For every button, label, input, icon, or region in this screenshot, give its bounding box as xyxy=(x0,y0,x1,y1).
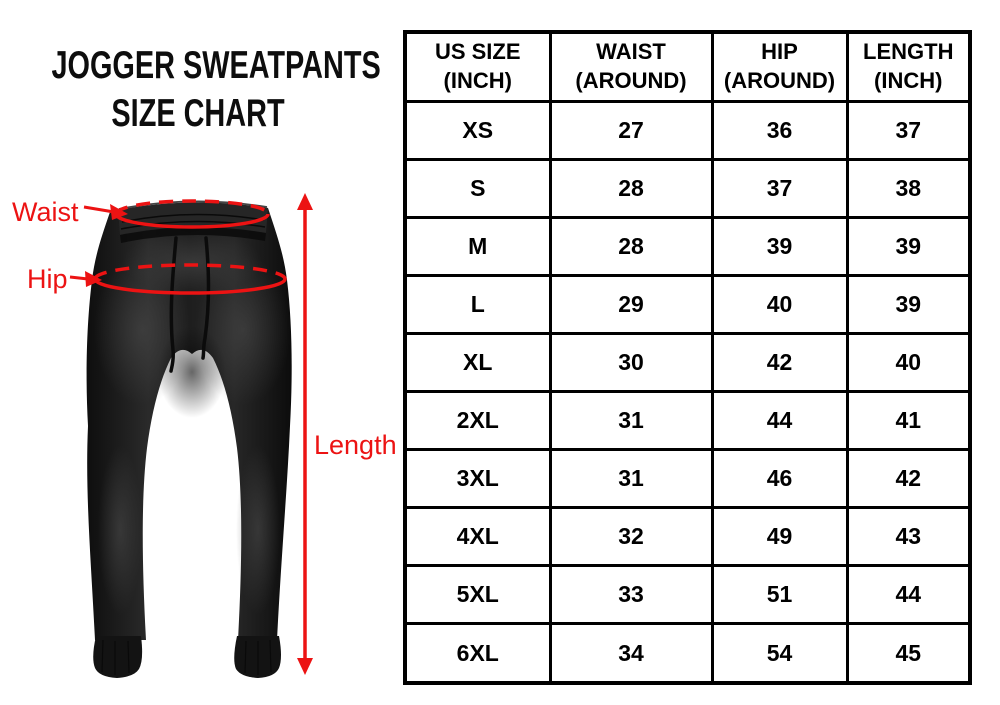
waist-cell: 32 xyxy=(548,506,714,568)
table-row: 5XL 33 51 44 xyxy=(403,564,972,626)
waist-measure-ellipse xyxy=(114,199,270,229)
hip-cell: 44 xyxy=(710,390,849,452)
length-label: Length xyxy=(314,430,397,460)
header-us-size-line1: US SIZE xyxy=(434,39,521,65)
left-cuff xyxy=(93,636,143,678)
table-row: M 28 39 39 xyxy=(403,216,972,278)
length-cell: 42 xyxy=(845,448,972,510)
header-length: LENGTH (INCH) xyxy=(845,30,972,103)
page-title-line1: JOGGER SWEATPANTS xyxy=(51,44,381,87)
header-length-line2: (INCH) xyxy=(874,68,943,93)
table-row: XS 27 36 37 xyxy=(403,99,972,162)
size-cell: 4XL xyxy=(403,506,552,568)
size-cell: M xyxy=(403,216,552,278)
waist-cell: 34 xyxy=(548,622,714,685)
header-us-size-line2: (INCH) xyxy=(443,68,512,93)
hip-cell: 42 xyxy=(710,332,849,394)
hip-cell: 39 xyxy=(710,216,849,278)
shin-highlight-left xyxy=(98,445,142,615)
left-cuff-rib xyxy=(101,639,130,675)
size-table-body: XS 27 36 37 S 28 37 38 M 28 39 39 L 29 40 39 XL 30 42 40 2XL… xyxy=(403,99,972,685)
header-waist-line1: WAIST xyxy=(596,39,666,65)
table-row: XL 30 42 40 xyxy=(403,332,972,394)
hip-cell: 46 xyxy=(710,448,849,510)
size-cell: 3XL xyxy=(403,448,552,510)
waist-cell: 31 xyxy=(548,390,714,452)
size-cell: XL xyxy=(403,332,552,394)
size-cell: 5XL xyxy=(403,564,552,626)
waist-cell: 31 xyxy=(548,448,714,510)
hip-cell: 54 xyxy=(710,622,849,685)
length-cell: 39 xyxy=(845,274,972,336)
drawstring-right xyxy=(201,236,211,360)
length-cell: 39 xyxy=(845,216,972,278)
size-table: US SIZE (INCH) WAIST (AROUND) HIP (AROUN… xyxy=(403,30,972,685)
length-cell: 44 xyxy=(845,564,972,626)
hip-arrow-icon xyxy=(69,271,102,287)
table-row: S 28 37 38 xyxy=(403,158,972,220)
length-cell: 40 xyxy=(845,332,972,394)
hip-cell: 37 xyxy=(710,158,849,220)
right-cuff-rib xyxy=(244,639,272,675)
header-hip-line1: HIP xyxy=(761,39,798,65)
table-row: 2XL 31 44 41 xyxy=(403,390,972,452)
waist-arrow-icon xyxy=(83,204,128,220)
size-cell: 6XL xyxy=(403,622,552,685)
waist-cell: 28 xyxy=(548,216,714,278)
joggers-illustration: Waist Hip Length xyxy=(12,193,397,678)
waist-cell: 28 xyxy=(548,158,714,220)
table-row: 6XL 34 54 45 xyxy=(403,622,972,685)
header-hip: HIP (AROUND) xyxy=(710,30,849,103)
header-us-size: US SIZE (INCH) xyxy=(403,30,552,103)
waist-cell: 33 xyxy=(548,564,714,626)
size-cell: XS xyxy=(403,99,552,162)
length-cell: 45 xyxy=(845,622,972,685)
length-arrow-icon xyxy=(297,193,313,675)
page-title-line2: SIZE CHART xyxy=(111,91,285,135)
center-highlight xyxy=(122,230,262,294)
length-cell: 38 xyxy=(845,158,972,220)
header-row: US SIZE (INCH) WAIST (AROUND) HIP (AROUN… xyxy=(403,30,972,103)
waistband-rib-1 xyxy=(121,213,265,223)
hip-cell: 36 xyxy=(710,99,849,162)
size-table-header: US SIZE (INCH) WAIST (AROUND) HIP (AROUN… xyxy=(403,30,972,103)
table-row: 3XL 31 46 42 xyxy=(403,448,972,510)
length-cell: 41 xyxy=(845,390,972,452)
page-title: JOGGER SWEATPANTS SIZE CHART xyxy=(51,42,380,137)
header-waist: WAIST (AROUND) xyxy=(548,30,714,103)
waistband-seam xyxy=(120,226,266,243)
size-cell: 2XL xyxy=(403,390,552,452)
waist-cell: 29 xyxy=(548,274,714,336)
table-row: 4XL 32 49 43 xyxy=(403,506,972,568)
waist-cell: 27 xyxy=(548,99,714,162)
size-cell: S xyxy=(403,158,552,220)
hip-cell: 49 xyxy=(710,506,849,568)
header-waist-line2: (AROUND) xyxy=(575,68,687,93)
crotch-shadow xyxy=(158,326,226,418)
waist-label: Waist xyxy=(12,197,79,227)
hip-cell: 40 xyxy=(710,274,849,336)
size-cell: L xyxy=(403,274,552,336)
header-hip-line2: (AROUND) xyxy=(723,68,836,93)
table-row: L 29 40 39 xyxy=(403,274,972,336)
hip-cell: 51 xyxy=(710,564,849,626)
header-length-line1: LENGTH xyxy=(863,39,954,65)
length-cell: 43 xyxy=(845,506,972,568)
waistband-rib-2 xyxy=(120,220,266,230)
waist-cell: 30 xyxy=(548,332,714,394)
length-cell: 37 xyxy=(845,99,972,162)
hip-measure-ellipse xyxy=(93,263,287,295)
hip-label: Hip xyxy=(27,264,68,294)
shin-highlight-right xyxy=(236,445,280,615)
